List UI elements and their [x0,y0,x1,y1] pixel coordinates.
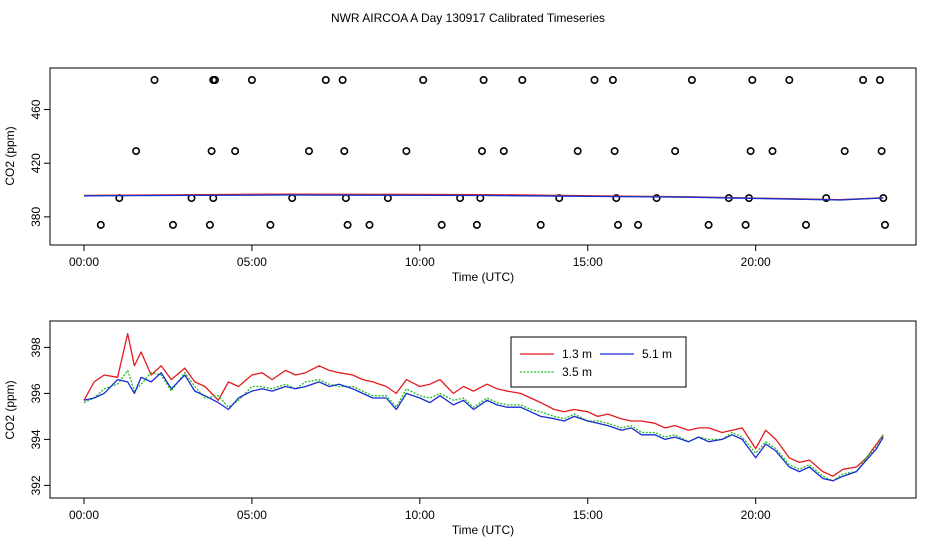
calibration-point [613,220,622,229]
timeseries-y-tick-label: 396 [29,383,43,403]
calibration-point [150,76,159,85]
calibration-y-axis: 380 420 460 [29,99,51,227]
calibration-panel-frame [49,67,917,246]
legend-label-1-3m: 1.3 m [562,347,592,361]
calibration-point [652,194,661,203]
legend-label-5-1m: 5.1 m [642,347,672,361]
calibration-point [472,220,481,229]
timeseries-y-tick-label: 392 [29,475,43,495]
calibration-x-tick-label: 05:00 [237,255,267,269]
timeseries-series-line-3-5m [83,369,884,482]
timeseries-x-tick-label: 15:00 [573,508,603,522]
calibration-point [479,76,488,85]
calibration-point [419,76,428,85]
calibration-point [573,147,582,156]
timeseries-x-tick-label: 20:00 [741,508,771,522]
calibration-point [704,220,713,229]
timeseries-series-line-1-3m [83,332,884,477]
calibration-point [402,147,411,156]
calibration-point [785,76,794,85]
calibration-x-tick-label: 00:00 [69,255,99,269]
calibration-point [499,147,508,156]
calibration-point [477,147,486,156]
timeseries-panel-frame [49,320,917,499]
calibration-point [741,220,750,229]
calibration-point [612,194,621,203]
calibration-point [207,147,216,156]
calibration-y-tick-label: 420 [29,153,43,173]
calibration-point [840,147,849,156]
calibration-point [365,220,374,229]
calibration-point [801,220,810,229]
calibration-point [608,76,617,85]
calibration-point [437,220,446,229]
timeseries-x-tick-label: 00:00 [69,508,99,522]
calibration-y-label: CO2 (ppm) [3,126,17,185]
timeseries-y-axis: 392 394 396 398 [29,337,51,495]
calibration-point [338,76,347,85]
legend-label-3-5m: 3.5 m [562,365,592,379]
calibration-y-tick-label: 380 [29,207,43,227]
timeseries-x-axis: 00:00 05:00 10:00 15:00 20:00 [69,497,771,522]
calibration-x-tick-label: 15:00 [573,255,603,269]
calibration-point [211,76,220,85]
calibration-point [671,147,680,156]
calibration-x-label: Time (UTC) [452,270,514,284]
calibration-point [266,220,275,229]
legend-box [510,336,687,388]
calibration-point [875,76,884,85]
calibration-point [822,194,831,203]
legend: 1.3 m 5.1 m 3.5 m [510,336,687,388]
calibration-y-tick-label: 460 [29,99,43,119]
calibration-series-line-5-1m [83,194,884,201]
calibration-point [205,220,214,229]
timeseries-x-tick-label: 05:00 [237,508,267,522]
calibration-point [288,194,297,203]
calibration-points [96,76,889,229]
calibration-point [518,76,527,85]
timeseries-y-tick-label: 394 [29,429,43,449]
calibration-x-tick-label: 20:00 [741,255,771,269]
calibration-point [321,76,330,85]
calibration-point [341,194,350,203]
timeseries-x-tick-label: 10:00 [405,508,435,522]
calibration-point [746,147,755,156]
calibration-point [169,220,178,229]
calibration-point [304,147,313,156]
timeseries-y-label: CO2 (ppm) [3,380,17,439]
calibration-point [343,220,352,229]
calibration-point [132,147,141,156]
figure-title: NWR AIRCOA A Day 130917 Calibrated Times… [331,11,605,25]
calibration-point [877,147,886,156]
timeseries-x-label: Time (UTC) [452,523,514,537]
calibration-point [536,220,545,229]
calibration-point [748,76,757,85]
calibration-series-lines [83,193,884,201]
calibration-point [96,220,105,229]
timeseries-series-lines [83,332,884,482]
calibration-point [880,220,889,229]
timeseries-y-tick-label: 398 [29,337,43,357]
calibration-x-axis: 00:00 05:00 10:00 15:00 20:00 [69,244,771,269]
timeseries-series-line-5-1m [83,372,884,482]
calibration-point [768,147,777,156]
calibration-point [590,76,599,85]
calibration-point [231,147,240,156]
calibration-point [859,76,868,85]
calibration-point [610,147,619,156]
calibration-point [687,76,696,85]
calibration-x-tick-label: 10:00 [405,255,435,269]
calibration-point [340,147,349,156]
calibration-point [247,76,256,85]
calibration-point [634,220,643,229]
timeseries-panel: 00:00 05:00 10:00 15:00 20:00 392 394 396 398 T… [3,320,917,537]
calibration-panel: 00:00 05:00 10:00 15:00 20:00 380 420 460 Time… [3,67,917,284]
